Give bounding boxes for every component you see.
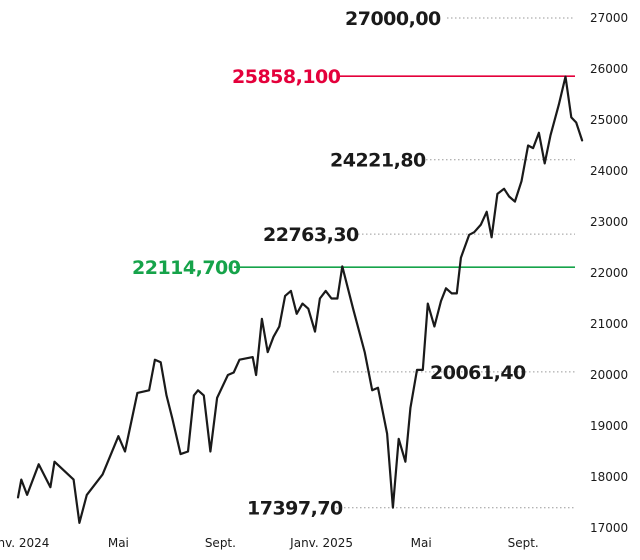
- y-tick-label: 21000: [590, 317, 628, 331]
- annotation-labels: 27000,00 25858,100 24221,80 22763,30 22114,7…: [132, 8, 527, 520]
- y-tick-label: 17000: [590, 521, 628, 535]
- x-tick-label: Janv. 2025: [289, 536, 353, 550]
- annotation-label: 27000,00: [345, 8, 441, 30]
- x-axis: Janv. 2024 Mai Sept. Janv. 2025 Mai Sept.: [0, 536, 539, 550]
- annotation-label: 25858,100: [232, 66, 341, 88]
- series-line: [16, 75, 584, 525]
- y-tick-label: 25000: [590, 113, 628, 127]
- annotation-label: 22114,700: [132, 257, 241, 279]
- y-tick-label: 26000: [590, 62, 628, 76]
- x-tick-label: Janv. 2024: [0, 536, 49, 550]
- series-group: [16, 75, 584, 525]
- y-tick-label: 24000: [590, 164, 628, 178]
- y-tick-label: 19000: [590, 419, 628, 433]
- x-tick-label: Mai: [411, 536, 432, 550]
- y-tick-label: 20000: [590, 368, 628, 382]
- y-axis: 27000 26000 25000 24000 23000 22000 21000 20000…: [590, 11, 628, 535]
- x-tick-label: Sept.: [205, 536, 236, 550]
- annotation-label: 22763,30: [263, 224, 359, 246]
- y-tick-label: 18000: [590, 470, 628, 484]
- y-tick-label: 27000: [590, 11, 628, 25]
- y-tick-label: 23000: [590, 215, 628, 229]
- x-tick-label: Mai: [108, 536, 129, 550]
- y-tick-label: 22000: [590, 266, 628, 280]
- annotation-label: 17397,70: [247, 498, 343, 520]
- annotation-label: 24221,80: [330, 150, 426, 172]
- x-tick-label: Sept.: [508, 536, 539, 550]
- annotation-label: 20061,40: [430, 362, 526, 384]
- annotation-lines: [234, 17, 575, 509]
